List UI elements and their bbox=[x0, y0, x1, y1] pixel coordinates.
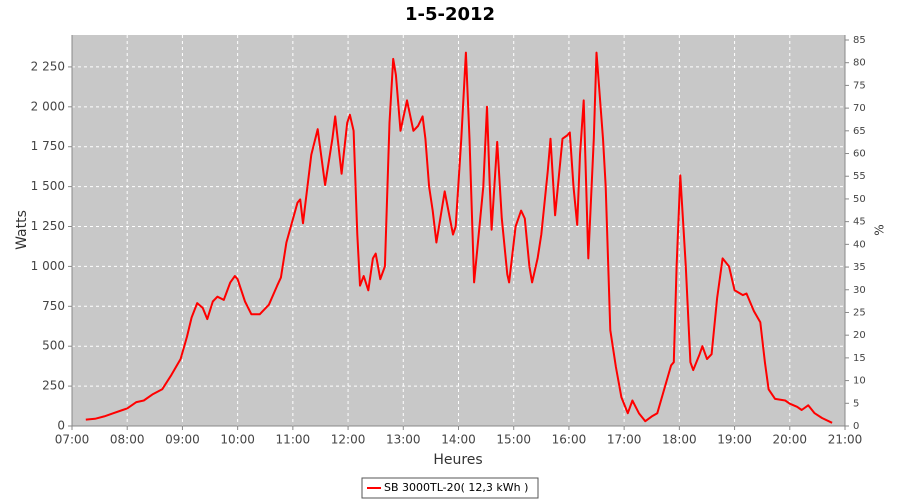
y2-axis-label: % bbox=[873, 224, 887, 235]
y2-tick-label: 15 bbox=[853, 353, 866, 364]
y2-tick-label: 60 bbox=[853, 149, 866, 160]
x-tick-label: 18:00 bbox=[662, 433, 697, 447]
x-tick-label: 07:00 bbox=[55, 433, 90, 447]
y-tick-label: 1 500 bbox=[31, 179, 65, 193]
y-axis-label: Watts bbox=[14, 210, 30, 250]
y2-tick-label: 85 bbox=[853, 35, 866, 46]
y-tick-label: 500 bbox=[42, 339, 65, 353]
y-tick-label: 2 250 bbox=[31, 59, 65, 73]
chart-title: 1-5-2012 bbox=[405, 4, 495, 25]
y2-tick-label: 25 bbox=[853, 307, 866, 318]
y2-tick-label: 20 bbox=[853, 330, 866, 341]
y-tick-label: 2 000 bbox=[31, 99, 65, 113]
x-tick-label: 21:00 bbox=[828, 433, 863, 447]
y-tick-label: 250 bbox=[42, 379, 65, 393]
y2-tick-label: 70 bbox=[853, 103, 866, 114]
y2-tick-label: 30 bbox=[853, 285, 866, 296]
x-tick-label: 09:00 bbox=[165, 433, 200, 447]
y2-tick-label: 45 bbox=[853, 217, 866, 228]
legend: SB 3000TL-20( 12,3 kWh ) bbox=[361, 477, 539, 499]
y2-tick-label: 10 bbox=[853, 376, 866, 387]
y2-tick-label: 0 bbox=[853, 421, 859, 432]
y2-tick-label: 50 bbox=[853, 194, 866, 205]
x-tick-label: 13:00 bbox=[386, 433, 421, 447]
y-tick-label: 1 750 bbox=[31, 139, 65, 153]
y2-tick-label: 35 bbox=[853, 262, 866, 273]
x-tick-label: 20:00 bbox=[772, 433, 807, 447]
y-tick-label: 1 250 bbox=[31, 219, 65, 233]
y-tick-label: 1 000 bbox=[31, 259, 65, 273]
y2-tick-label: 75 bbox=[853, 80, 866, 91]
x-tick-label: 14:00 bbox=[441, 433, 476, 447]
x-tick-label: 15:00 bbox=[496, 433, 531, 447]
x-tick-label: 19:00 bbox=[717, 433, 752, 447]
x-tick-label: 10:00 bbox=[220, 433, 255, 447]
x-tick-label: 08:00 bbox=[110, 433, 145, 447]
y2-tick-label: 40 bbox=[853, 239, 866, 250]
x-axis-label: Heures bbox=[433, 452, 482, 468]
x-tick-label: 16:00 bbox=[552, 433, 587, 447]
x-tick-label: 11:00 bbox=[276, 433, 311, 447]
y-tick-label: 750 bbox=[42, 299, 65, 313]
y-tick-label: 0 bbox=[57, 419, 65, 433]
series-line bbox=[85, 51, 833, 424]
y2-tick-label: 65 bbox=[853, 126, 866, 137]
y2-tick-label: 55 bbox=[853, 171, 866, 182]
y2-tick-label: 5 bbox=[853, 398, 859, 409]
y2-tick-label: 80 bbox=[853, 58, 866, 69]
x-tick-label: 12:00 bbox=[331, 433, 366, 447]
legend-box bbox=[361, 477, 539, 499]
legend-label: SB 3000TL-20( 12,3 kWh ) bbox=[384, 481, 528, 494]
x-tick-label: 17:00 bbox=[607, 433, 642, 447]
